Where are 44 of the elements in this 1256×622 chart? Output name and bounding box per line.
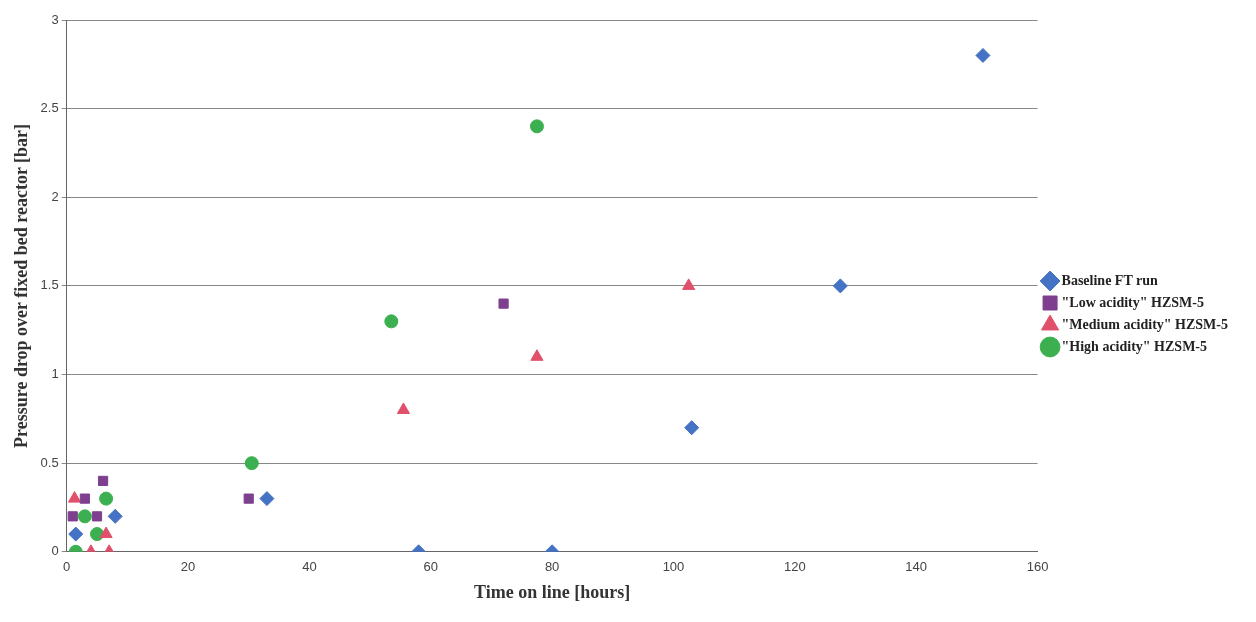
point: [91, 511, 103, 522]
point: [975, 47, 991, 63]
y-tick-label: 2: [51, 188, 59, 204]
point: [244, 456, 259, 471]
x-axis-title: Time on line [hours]: [474, 581, 631, 602]
point: [684, 420, 700, 436]
point: [498, 298, 509, 309]
point: [68, 526, 84, 542]
point: [79, 493, 90, 504]
x-tick-label: 0: [63, 559, 71, 575]
point: [530, 349, 544, 361]
y-tick-label: 1.5: [40, 277, 59, 293]
point: [682, 278, 696, 290]
point: [107, 508, 123, 524]
y-tick-label: 3: [51, 11, 59, 27]
point: [67, 511, 78, 522]
x-tick-label: 60: [423, 559, 438, 575]
point: [68, 491, 82, 503]
point: [396, 402, 411, 414]
point: [832, 278, 848, 294]
legend-label: "High acidity" HZSM-5: [1061, 338, 1208, 354]
x-tick-label: 160: [1026, 559, 1049, 575]
x-tick-label: 100: [662, 559, 685, 575]
legend-label: "Low acidity" HZSM-5: [1061, 294, 1204, 310]
y-tick-label: 2.5: [40, 100, 59, 116]
point: [259, 491, 275, 507]
y-tick-label: 0.5: [40, 454, 59, 470]
point: [77, 509, 92, 524]
legend-label: Baseline FT run: [1061, 272, 1158, 288]
point: [243, 493, 254, 504]
x-tick-label: 40: [302, 559, 317, 575]
x-tick-label: 80: [544, 559, 560, 575]
point: [384, 314, 399, 329]
point: [99, 491, 114, 506]
y-tick-label: 0: [51, 543, 59, 559]
y-axis-title: Pressure drop over fixed bed reactor [bar]: [11, 123, 32, 448]
legend-label: "Medium acidity" HZSM-5: [1061, 316, 1229, 332]
x-tick-label: 120: [784, 559, 806, 575]
point: [529, 119, 544, 134]
x-tick-label: 140: [905, 559, 928, 575]
point: [99, 526, 113, 539]
y-tick-label: 1: [51, 366, 59, 382]
x-tick-label: 20: [180, 559, 196, 575]
point: [97, 475, 109, 486]
